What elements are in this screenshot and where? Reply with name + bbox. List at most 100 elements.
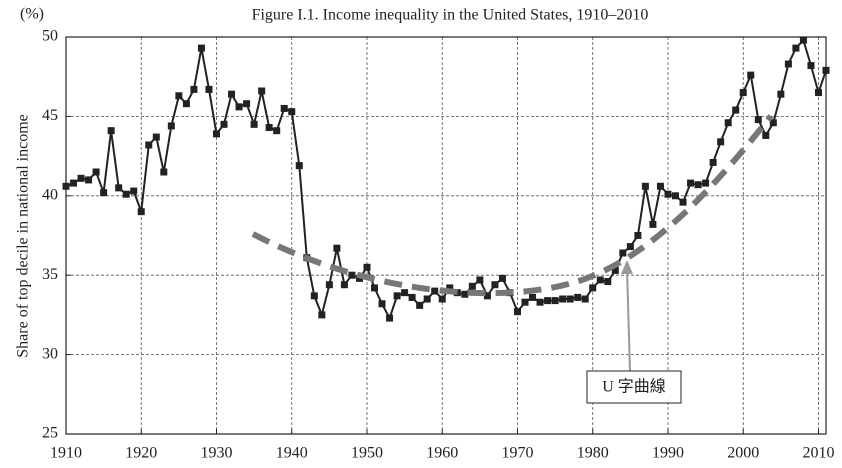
data-point [476, 276, 484, 284]
y-tick-label: 40 [42, 186, 58, 203]
data-point [235, 103, 243, 111]
annotation-box [586, 370, 682, 404]
data-point [687, 179, 695, 187]
data-point [416, 301, 424, 309]
x-tick-label: 1920 [125, 445, 157, 462]
data-point [709, 158, 717, 166]
arrow-head [621, 260, 633, 274]
data-point [664, 190, 672, 198]
data-point [333, 244, 341, 252]
x-tick-label: 1970 [501, 445, 533, 462]
data-point [122, 190, 130, 198]
x-tick-label: 2000 [727, 445, 759, 462]
data-point [137, 208, 145, 216]
y-tick-label: 50 [42, 28, 58, 45]
data-point [228, 90, 236, 98]
data-point [438, 295, 446, 303]
data-point [130, 187, 138, 195]
data-point [574, 293, 582, 301]
y-tick-label: 45 [42, 107, 58, 124]
data-point [634, 232, 642, 239]
data-point [702, 179, 710, 187]
data-point [559, 295, 567, 303]
x-tick-label: 1960 [426, 445, 458, 462]
data-point [288, 108, 296, 116]
data-point [85, 176, 93, 184]
data-point [799, 36, 807, 44]
data-point [205, 85, 213, 93]
data-point [363, 263, 371, 271]
data-point [521, 298, 529, 306]
data-point [649, 220, 657, 228]
x-tick-label: 1910 [50, 445, 82, 462]
data-point [340, 281, 348, 289]
data-point [250, 120, 258, 128]
y-tick-label: 30 [42, 345, 58, 362]
data-point [694, 181, 702, 189]
data-point [491, 281, 499, 289]
data-point [566, 295, 574, 303]
data-point [483, 292, 491, 300]
data-point [611, 266, 619, 274]
data-point [310, 292, 318, 300]
data-point [280, 104, 288, 112]
data-point [408, 293, 416, 301]
x-tick-label: 1980 [577, 445, 609, 462]
plot-frame [65, 36, 827, 435]
data-point [679, 198, 687, 206]
annotation-arrow [626, 267, 631, 373]
y-tick-label: 35 [42, 266, 58, 283]
chart-title: Figure I.1. Income inequality in the Uni… [252, 7, 649, 24]
data-point [115, 184, 123, 192]
data-point [265, 124, 273, 132]
u-curve [251, 114, 774, 297]
data-point [258, 87, 266, 95]
data-point [175, 92, 183, 100]
data-point [70, 179, 78, 187]
data-point [641, 182, 649, 190]
y-unit: (%) [20, 6, 44, 23]
data-point [182, 100, 190, 108]
data-point [190, 85, 198, 93]
data-point [762, 131, 770, 139]
data-point [468, 282, 476, 290]
data-point [431, 287, 439, 295]
data-point [604, 278, 612, 286]
data-point [739, 89, 747, 97]
data-point [160, 168, 168, 176]
data-point [167, 122, 175, 130]
data-point [212, 130, 220, 138]
x-tick-label: 1950 [351, 445, 383, 462]
data-point [807, 62, 815, 70]
data-point [243, 100, 251, 108]
x-tick-label: 2010 [802, 445, 834, 462]
data-point [295, 162, 303, 170]
annotation: U 字曲線 [602, 378, 666, 396]
data-point [378, 300, 386, 308]
data-line [65, 38, 827, 321]
data-point [792, 44, 800, 52]
data-point [393, 292, 401, 300]
data-point [371, 284, 379, 292]
data-point [769, 119, 777, 127]
data-point [145, 141, 153, 149]
data-point [581, 295, 589, 303]
data-point [423, 295, 431, 303]
data-point [724, 119, 732, 127]
y-tick-label: 25 [42, 425, 58, 442]
data-point [754, 116, 762, 124]
data-point [498, 274, 506, 282]
data-point [536, 298, 544, 306]
data-point [401, 289, 409, 297]
data-point [589, 284, 597, 292]
data-point [747, 71, 755, 79]
data-point [220, 120, 228, 128]
data-point [596, 276, 604, 284]
x-tick-label: 1930 [200, 445, 232, 462]
data-point [717, 138, 725, 146]
data-point [626, 243, 634, 251]
data-point [107, 127, 115, 135]
data-point [619, 249, 627, 257]
data-point [100, 189, 108, 197]
